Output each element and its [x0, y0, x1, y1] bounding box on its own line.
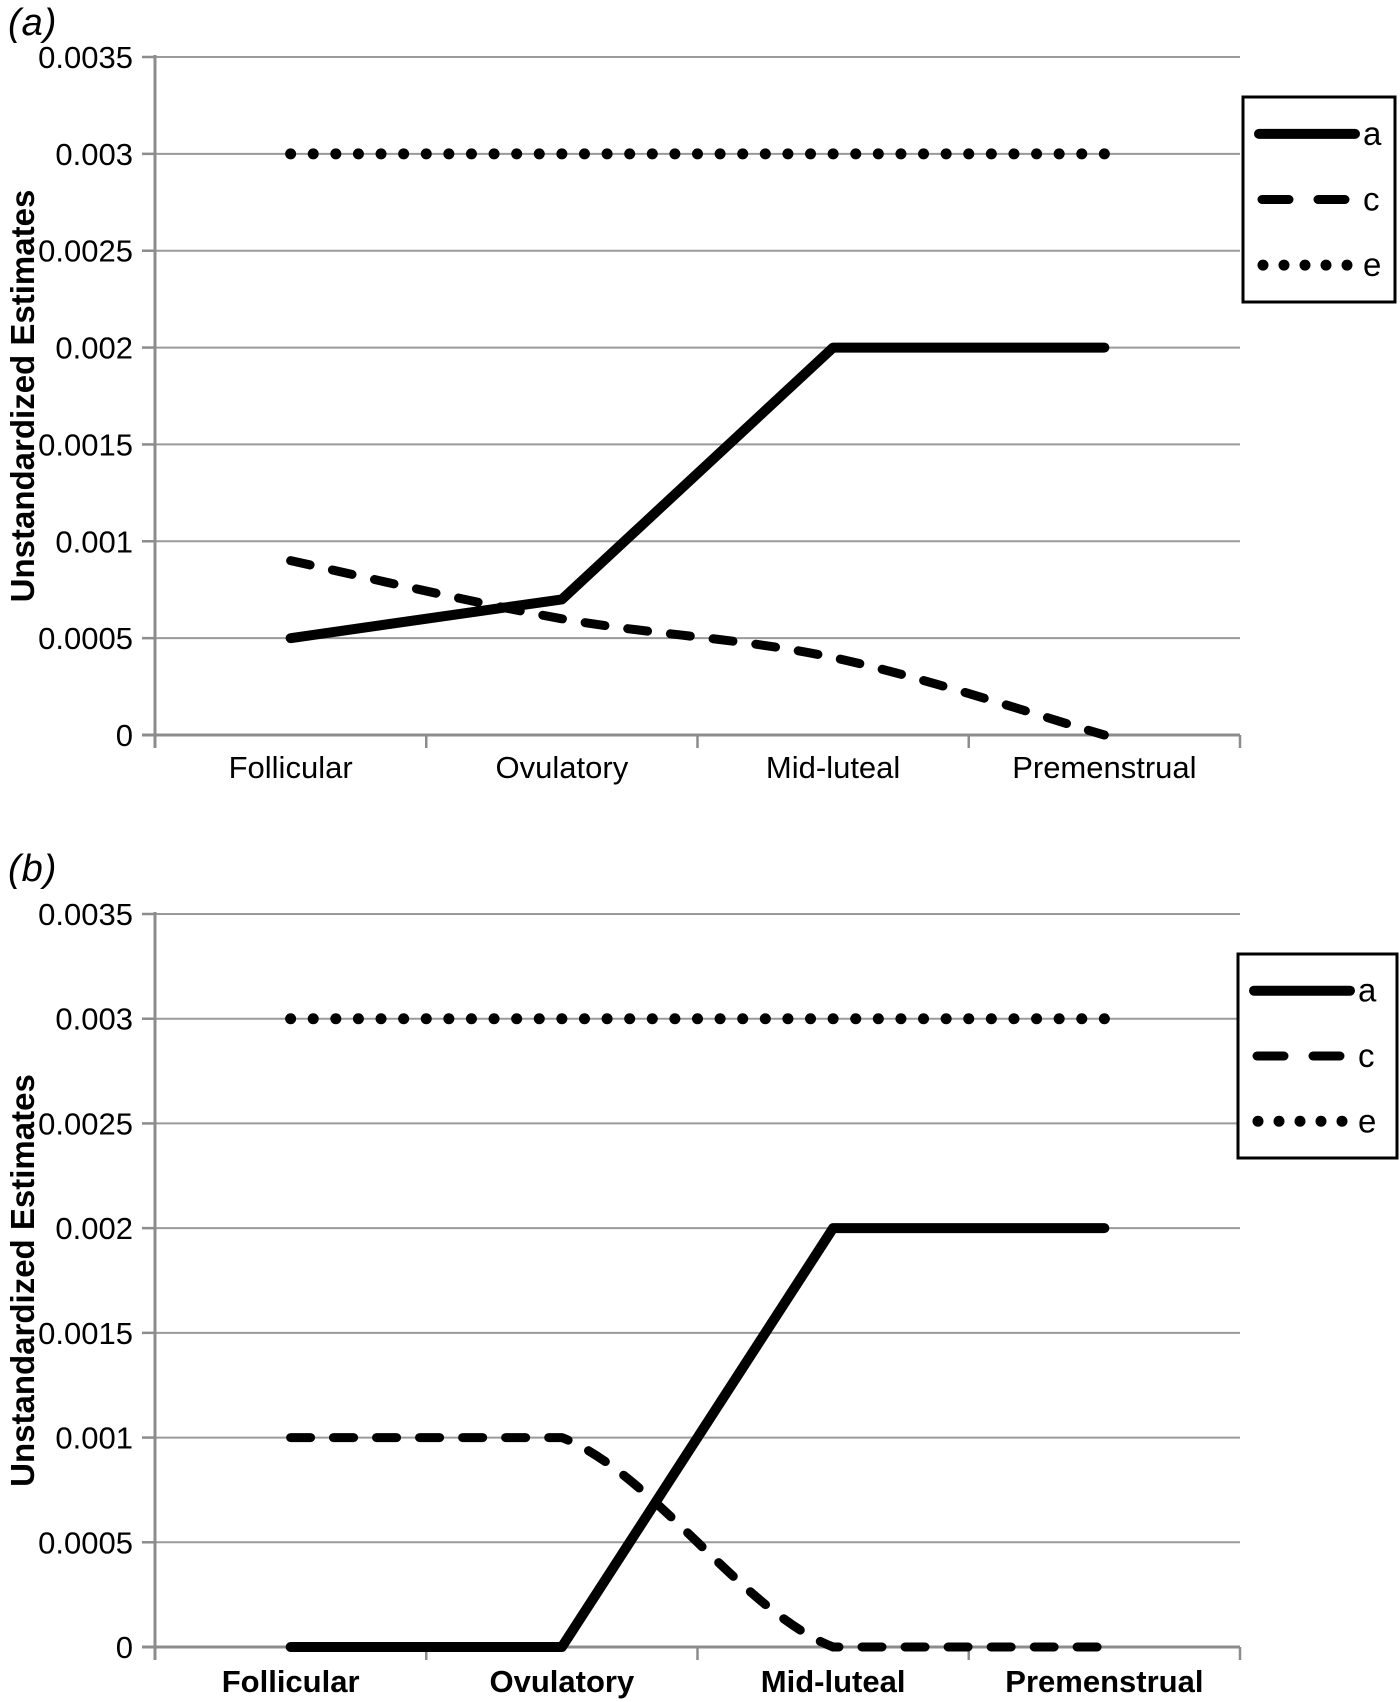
svg-text:0.0005: 0.0005: [38, 621, 133, 656]
chart-a-svg: 0.00350.0030.00250.0020.00150.0010.00050…: [4, 40, 1397, 785]
svg-text:a: a: [1363, 115, 1382, 152]
svg-text:0: 0: [116, 718, 133, 753]
svg-text:Ovulatory: Ovulatory: [496, 750, 629, 785]
panel-b: (b) 0.0035 0.003 0.0025 0.002 0.0015 0.001 0.0…: [0, 790, 1400, 1702]
svg-text:Mid-luteal: Mid-luteal: [766, 750, 900, 785]
y-tick-labels: 0.0035 0.003 0.0025 0.002 0.0015 0.001 0.0005 0: [38, 40, 133, 753]
x-tick-labels: Follicular Ovulatory Mid-luteal Premenstrua…: [229, 750, 1197, 785]
svg-text:0.003: 0.003: [55, 1002, 133, 1037]
svg-text:Unstandardized Estimates: Unstandardized Estimates: [4, 190, 41, 603]
svg-text:Mid-luteal: Mid-luteal: [761, 1664, 906, 1699]
svg-text:0.0035: 0.0035: [38, 40, 133, 75]
svg-text:Unstandardized Estimates: Unstandardized Estimates: [4, 1074, 41, 1487]
y-tick-labels: 0.0035 0.003 0.0025 0.002 0.0015 0.001 0.0005 0: [38, 897, 133, 1665]
svg-text:0.003: 0.003: [55, 137, 133, 172]
svg-text:0.0015: 0.0015: [38, 1316, 133, 1351]
svg-text:0.001: 0.001: [55, 524, 133, 559]
svg-text:0.002: 0.002: [55, 1211, 133, 1246]
svg-text:0.0025: 0.0025: [38, 1106, 133, 1141]
series-e-dots: [285, 1013, 1110, 1025]
svg-text:e: e: [1363, 246, 1381, 283]
axes: [142, 55, 1242, 748]
svg-text:e: e: [1358, 1102, 1376, 1139]
series-a-line: [285, 342, 1110, 644]
panel-a-label: (a): [8, 2, 58, 44]
svg-text:Follicular: Follicular: [229, 750, 353, 785]
y-axis-title: Unstandardized Estimates: [4, 1074, 41, 1487]
series-c-line: [286, 556, 1109, 740]
svg-text:c: c: [1363, 181, 1380, 218]
svg-text:Premenstrual: Premenstrual: [1012, 750, 1196, 785]
panel-a: (a) 0.0035 0.003 0.0025 0.002 0.0015 0.001 0.0…: [0, 0, 1400, 790]
panel-b-label: (b): [8, 848, 58, 890]
series-c-line: [286, 1433, 1109, 1652]
svg-text:Premenstrual: Premenstrual: [1005, 1664, 1203, 1699]
series-e-dots: [285, 148, 1110, 160]
svg-text:Follicular: Follicular: [222, 1664, 360, 1699]
legend-entry-c: c: [1252, 1037, 1375, 1074]
svg-text:0: 0: [116, 1630, 133, 1665]
svg-text:0.002: 0.002: [55, 331, 133, 366]
y-axis-title: Unstandardized Estimates: [4, 190, 41, 603]
svg-text:0.0025: 0.0025: [38, 234, 133, 269]
x-tick-labels: Follicular Ovulatory Mid-luteal Premenstrua…: [222, 1664, 1204, 1699]
svg-text:0.001: 0.001: [55, 1421, 133, 1456]
legend-entry-e: e: [1257, 246, 1381, 283]
series-a-line: [285, 1223, 1110, 1652]
svg-text:a: a: [1358, 972, 1377, 1009]
svg-text:0.0005: 0.0005: [38, 1525, 133, 1560]
axes: [142, 912, 1242, 1660]
legend-entry-a: a: [1254, 115, 1382, 152]
legend-entry-e: e: [1252, 1102, 1376, 1139]
svg-text:0.0035: 0.0035: [38, 897, 133, 932]
svg-text:0.0015: 0.0015: [38, 427, 133, 462]
legend: ace: [1236, 952, 1399, 1160]
legend-entry-c: c: [1257, 181, 1380, 218]
chart-b-svg: 0.00350.0030.00250.0020.00150.0010.00050…: [4, 897, 1399, 1699]
legend-entry-a: a: [1249, 972, 1377, 1009]
svg-text:Ovulatory: Ovulatory: [490, 1664, 635, 1699]
svg-text:c: c: [1358, 1037, 1375, 1074]
legend: ace: [1241, 95, 1397, 304]
